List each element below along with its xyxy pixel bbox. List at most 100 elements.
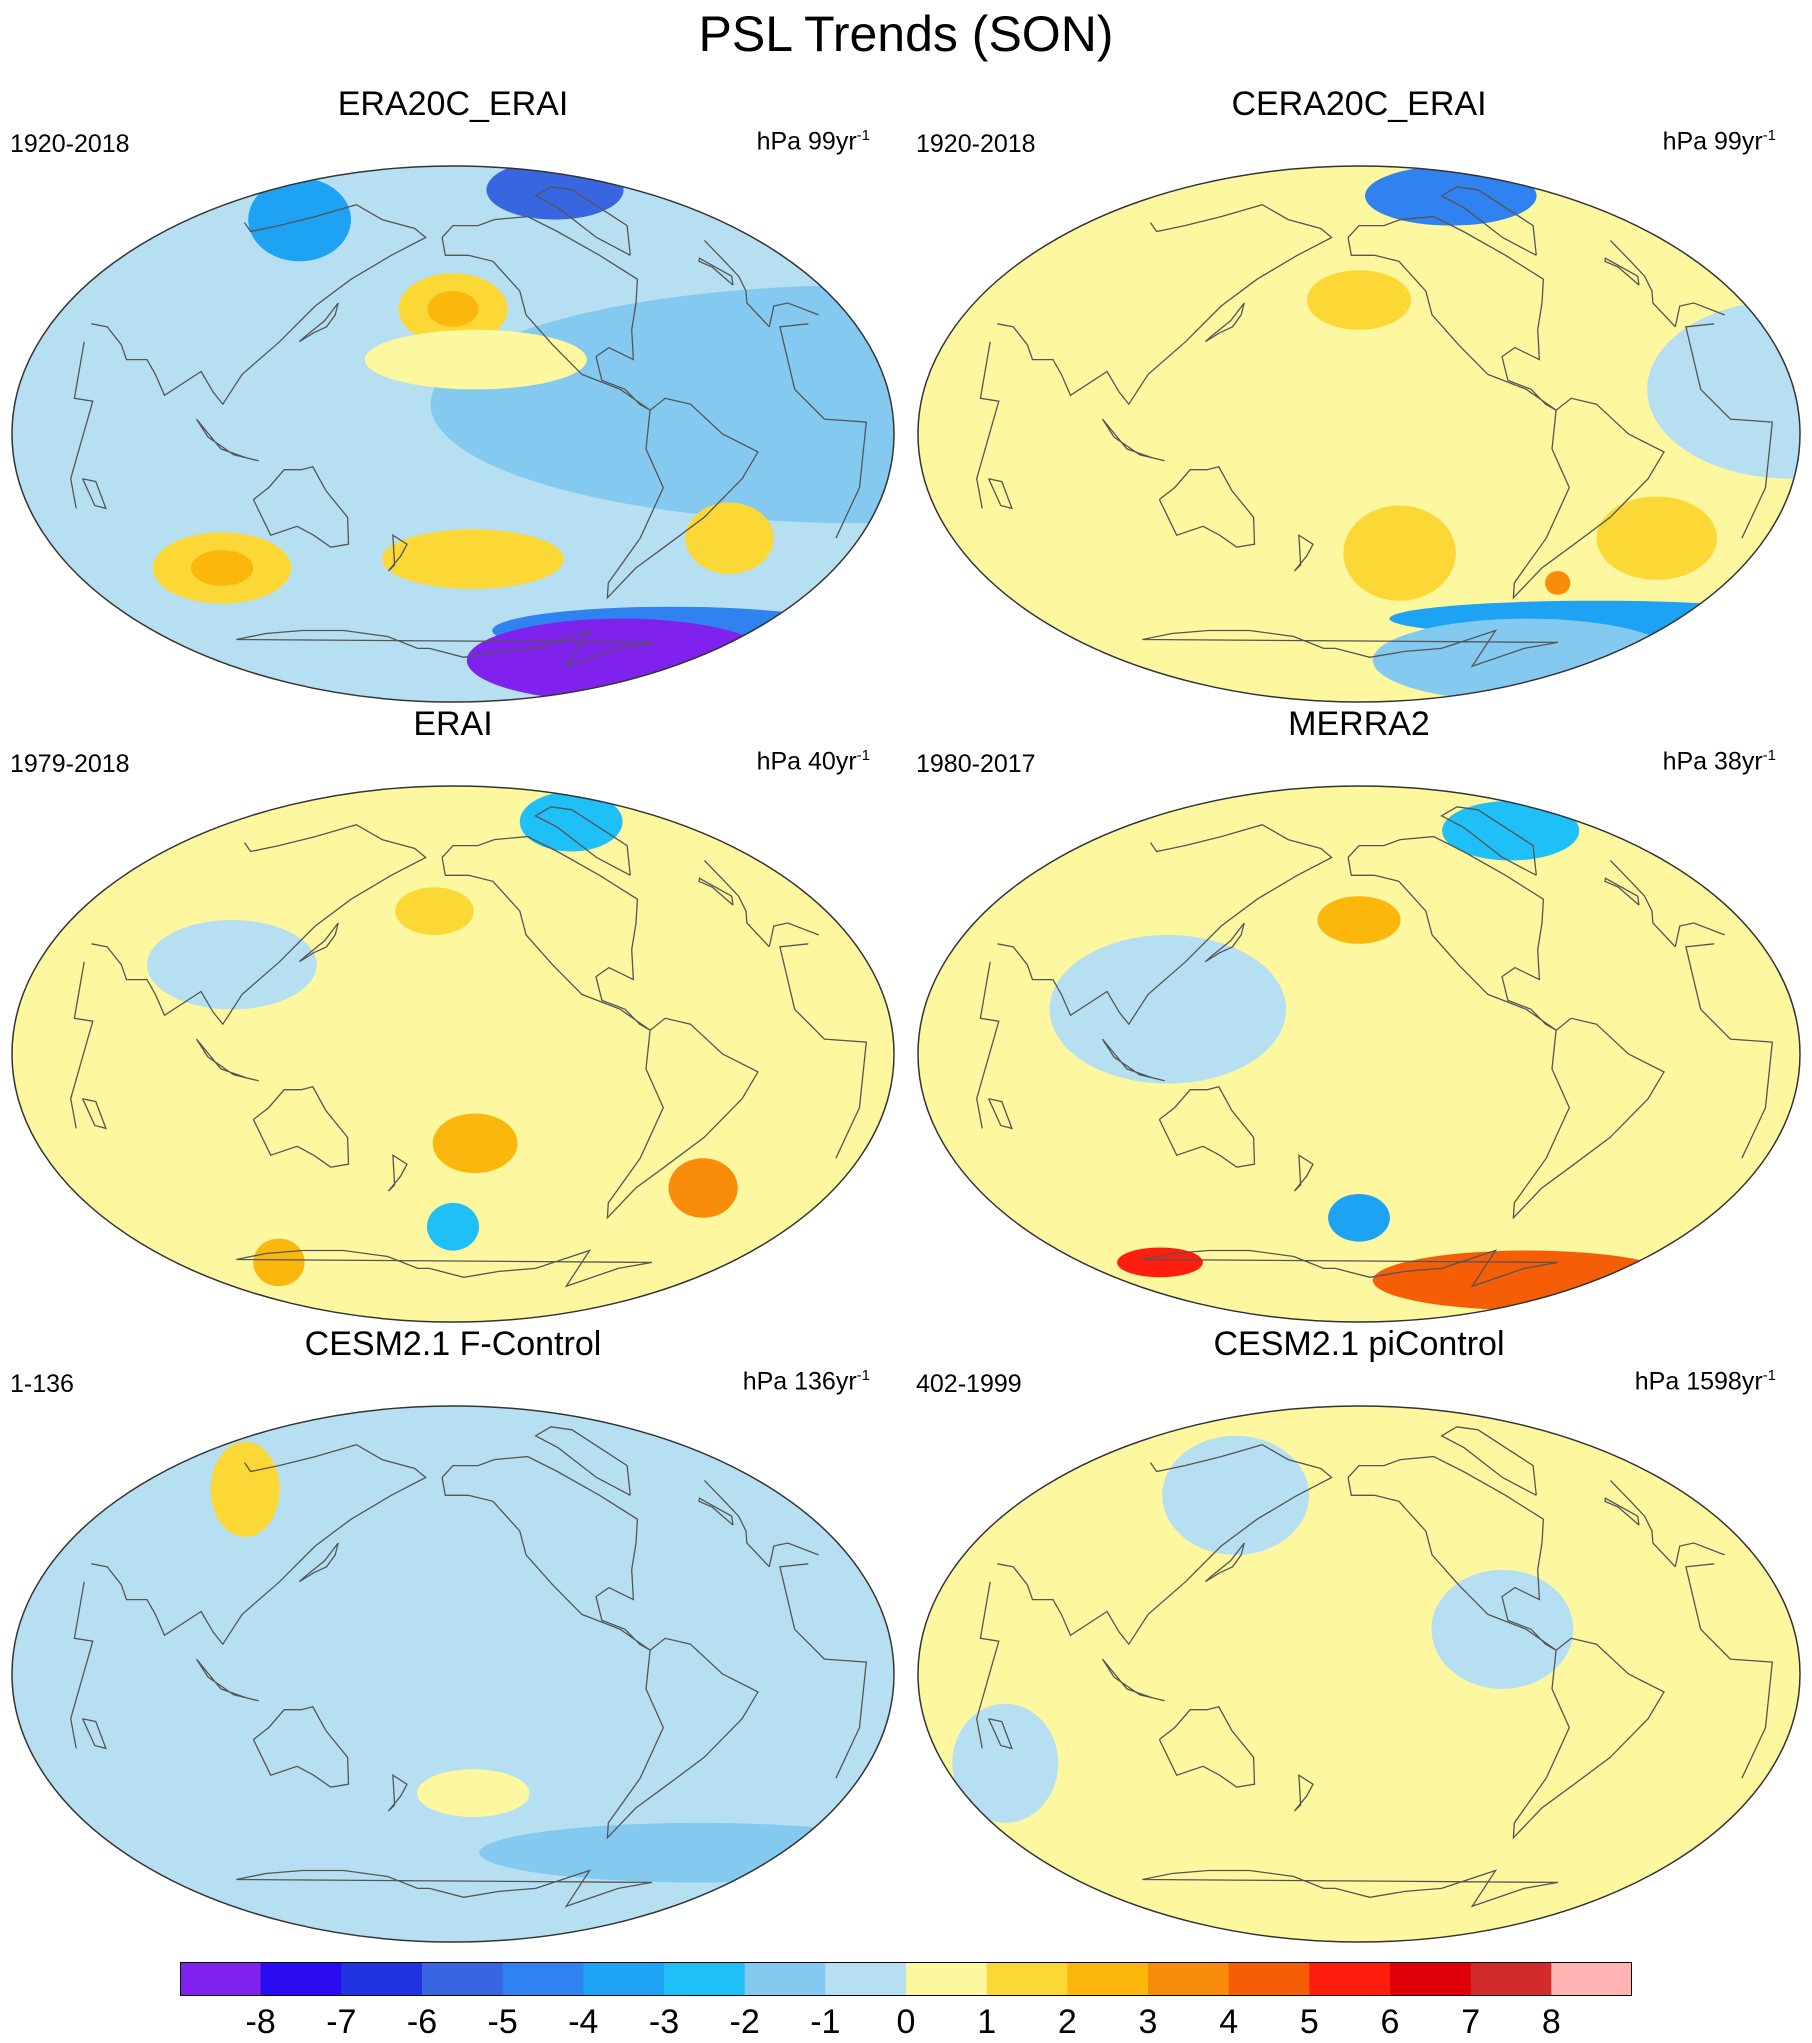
- trend-region: [190, 550, 254, 586]
- coastline: [298, 1542, 339, 1583]
- coastline: [387, 1773, 408, 1812]
- coastline: [441, 215, 651, 411]
- coastline: [1293, 1153, 1314, 1192]
- panel-period: 1979-2018: [10, 750, 130, 778]
- coastline: [1440, 1426, 1537, 1496]
- coastline: [606, 1017, 759, 1220]
- panel-merra2: MERRA2 1980-2017 hPa 38yr-1: [906, 704, 1812, 1324]
- panel-cesm-f-control: CESM2.1 F-Control 1-136 hPa 136yr-1: [0, 1324, 906, 1944]
- coastline: [1440, 806, 1537, 876]
- panel-title: CERA20C_ERAI: [1231, 85, 1487, 123]
- coastline: [997, 1443, 1725, 1646]
- panel-period: 1-136: [10, 1370, 74, 1398]
- colorbar-label: 0: [896, 2003, 916, 2041]
- coastline: [441, 1455, 651, 1651]
- colorbar-labels: -8 -7 -6 -5 -4 -3 -2 -1 0 1 2 3 4 5 6 7 8: [180, 2004, 1632, 2040]
- panel-units: hPa 40yr-1: [756, 747, 870, 776]
- panel-title: ERAI: [413, 705, 493, 743]
- coastline: [1512, 1017, 1665, 1220]
- coastline: [1204, 1542, 1245, 1583]
- coastline: [252, 466, 350, 548]
- trend-region: [1317, 896, 1401, 944]
- panel-title: MERRA2: [1288, 705, 1430, 743]
- panel-period: 1920-2018: [10, 130, 130, 158]
- panel-units: hPa 1598yr-1: [1634, 1367, 1776, 1396]
- trend-region: [952, 1703, 1059, 1823]
- coastline: [91, 823, 819, 1026]
- map-border: [917, 165, 1801, 703]
- colorbar-swatch: [1309, 1962, 1391, 1996]
- trend-region: [1328, 1194, 1390, 1242]
- coastline: [236, 1249, 653, 1288]
- coastline: [82, 478, 107, 510]
- panel-cesm-picontrol: CESM2.1 piControl 402-1999 hPa 1598yr-1: [906, 1324, 1812, 1944]
- coastline: [988, 1718, 1013, 1750]
- map: [917, 1405, 1801, 1943]
- coastline: [298, 922, 339, 963]
- coastline: [1142, 1249, 1559, 1288]
- panel-period: 1980-2017: [916, 750, 1036, 778]
- trend-region: [248, 177, 351, 262]
- coastline: [1142, 629, 1559, 668]
- trend-region: [1307, 270, 1411, 330]
- colorbar-label: 8: [1541, 2003, 1561, 2041]
- trend-region: [430, 285, 894, 524]
- trend-region: [1545, 571, 1571, 595]
- coastline: [698, 1497, 734, 1526]
- coastline: [236, 629, 653, 668]
- colorbar-swatch: [341, 1962, 423, 1996]
- map: [11, 165, 895, 703]
- coastline: [1440, 186, 1537, 256]
- trend-region: [427, 291, 479, 327]
- colorbar-label: -5: [487, 2003, 518, 2041]
- trend-region: [519, 791, 623, 852]
- colorbar-swatch: [906, 1962, 988, 1996]
- colorbar-label: -7: [326, 2003, 357, 2041]
- trend-region: [427, 1202, 479, 1251]
- panel-period: 1920-2018: [916, 130, 1036, 158]
- coastline: [606, 397, 759, 600]
- coastline: [1101, 1038, 1165, 1082]
- colorbar-label: 1: [977, 2003, 997, 2041]
- trend-region: [1372, 618, 1682, 702]
- trend-region: [1431, 1569, 1574, 1689]
- colorbar-label: -2: [729, 2003, 760, 2041]
- trend-region: [210, 1441, 280, 1537]
- colorbar-label: -4: [568, 2003, 599, 2041]
- colorbar-label: 6: [1380, 2003, 1400, 2041]
- map-border: [917, 785, 1801, 1323]
- panel-units: hPa 99yr-1: [1662, 127, 1776, 156]
- trend-region: [417, 1769, 530, 1817]
- map: [11, 1405, 895, 1943]
- coastline: [976, 943, 1774, 1159]
- coastline: [1142, 1869, 1559, 1908]
- coastline: [1101, 1658, 1165, 1702]
- map-background: [918, 786, 1800, 1322]
- colorbar-label: 2: [1057, 2003, 1077, 2041]
- trend-region: [1343, 505, 1456, 601]
- coastline: [534, 186, 631, 256]
- colorbar-swatch: [1551, 1962, 1632, 1996]
- coastline: [441, 835, 651, 1031]
- coastline: [236, 1869, 653, 1908]
- coastline: [252, 1706, 350, 1788]
- trend-region: [685, 502, 774, 574]
- trend-region: [1049, 934, 1287, 1084]
- coastline: [1293, 533, 1314, 572]
- colorbar-swatch: [260, 1962, 342, 1996]
- coastline: [997, 823, 1725, 1026]
- trend-region: [147, 920, 317, 1010]
- coastline: [988, 1098, 1013, 1130]
- panel-units: hPa 99yr-1: [756, 127, 870, 156]
- coastline: [1347, 215, 1557, 411]
- trend-region: [1647, 300, 1800, 479]
- coastline: [387, 533, 408, 572]
- panel-title: CESM2.1 F-Control: [304, 1325, 602, 1363]
- coastline: [997, 203, 1725, 406]
- main-title: PSL Trends (SON): [698, 6, 1114, 62]
- colorbar-swatch: [1390, 1962, 1472, 1996]
- colorbar-swatch: [744, 1962, 826, 1996]
- colorbar-label: 7: [1461, 2003, 1481, 2041]
- trend-region: [381, 529, 564, 589]
- map-border: [11, 1405, 895, 1943]
